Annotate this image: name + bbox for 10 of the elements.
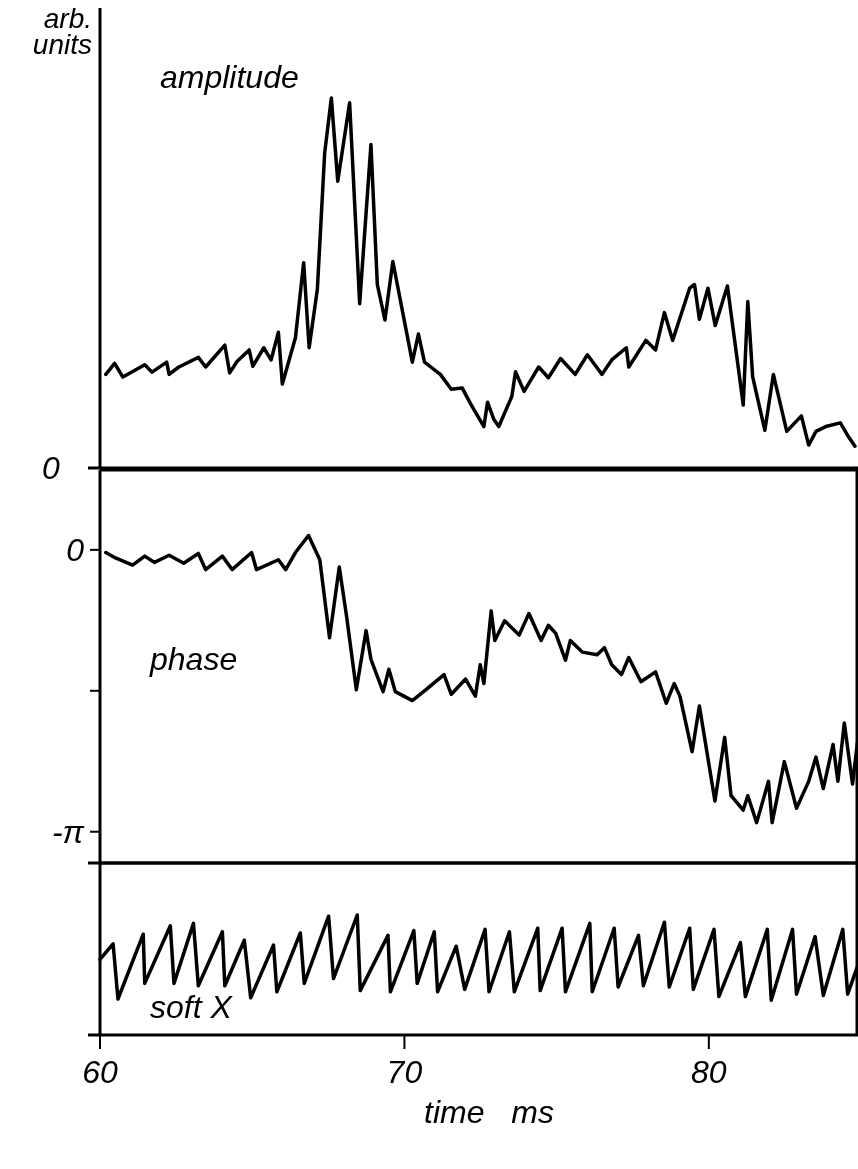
x-tick-label: 80: [691, 1054, 727, 1090]
annotation: soft X: [150, 989, 234, 1025]
x-tick-label: 60: [82, 1054, 118, 1090]
text: amplitude: [160, 59, 299, 95]
y-tick-label: -π: [51, 813, 85, 850]
x-axis-title: time ms: [424, 1094, 554, 1130]
y-axis-title: arb. units: [32, 3, 92, 60]
annotation: phase: [149, 641, 238, 677]
x-tick-label: 70: [386, 1054, 423, 1090]
text: 0: [42, 450, 60, 486]
